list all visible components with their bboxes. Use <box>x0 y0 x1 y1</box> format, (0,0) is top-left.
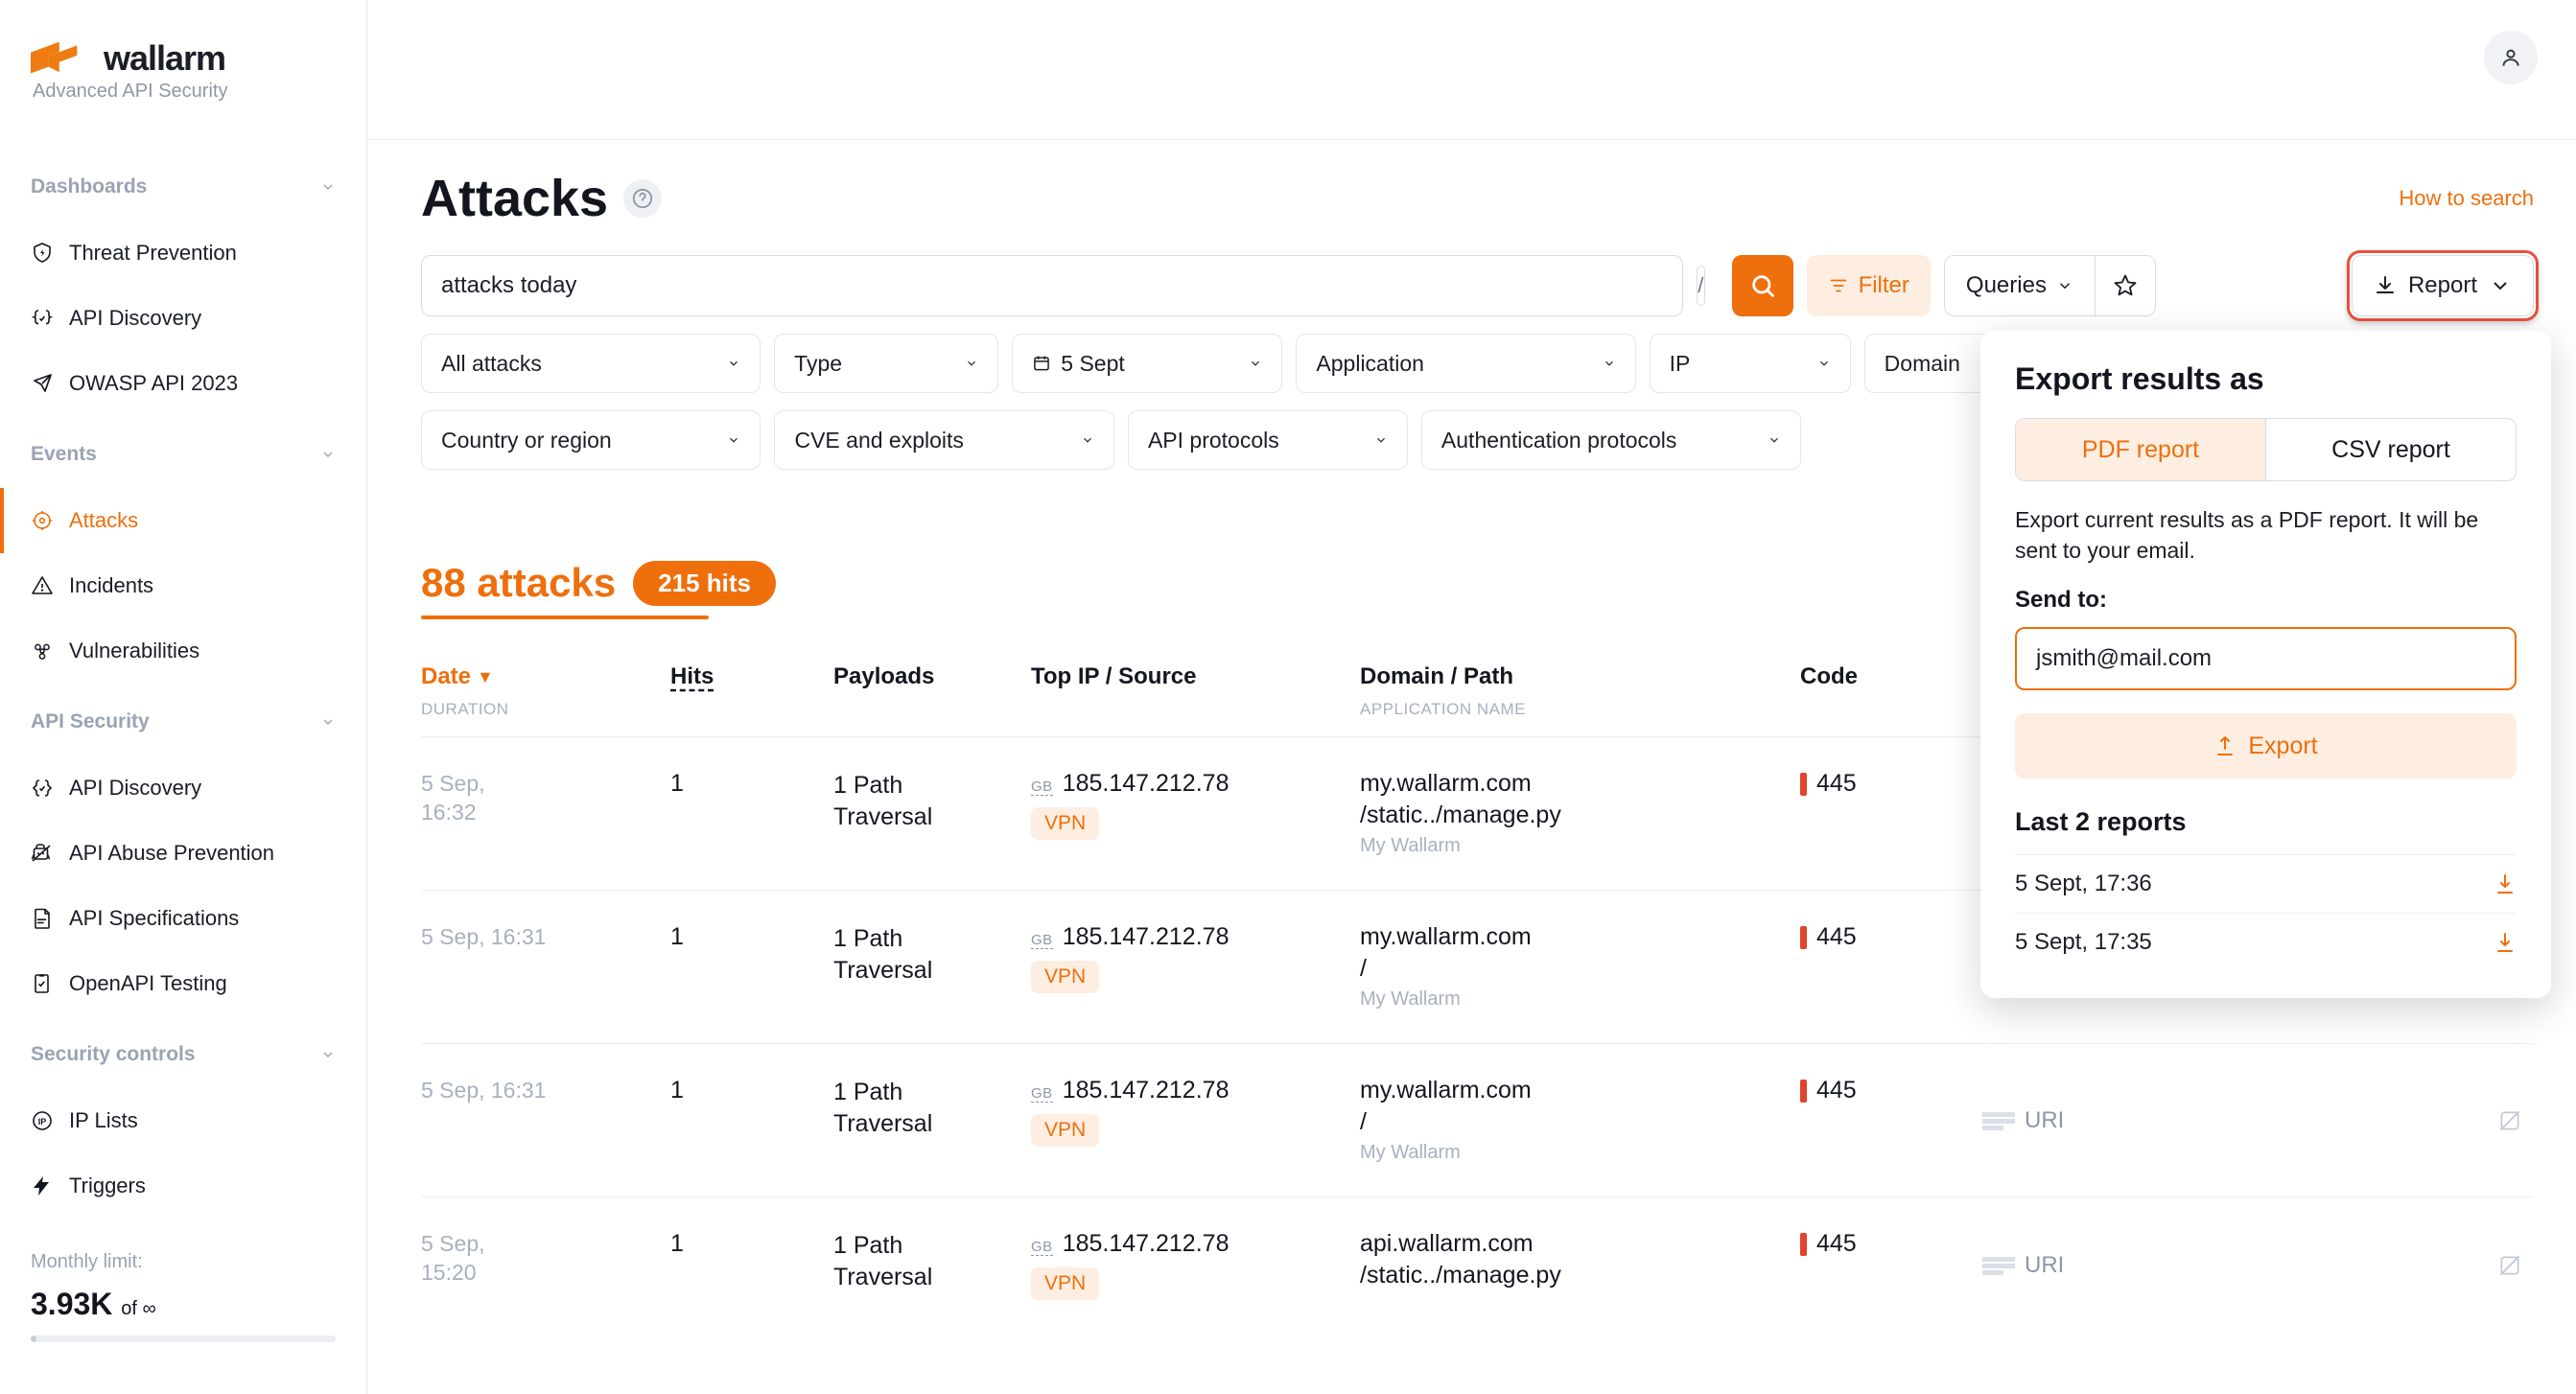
svg-text:IP: IP <box>38 1117 47 1127</box>
